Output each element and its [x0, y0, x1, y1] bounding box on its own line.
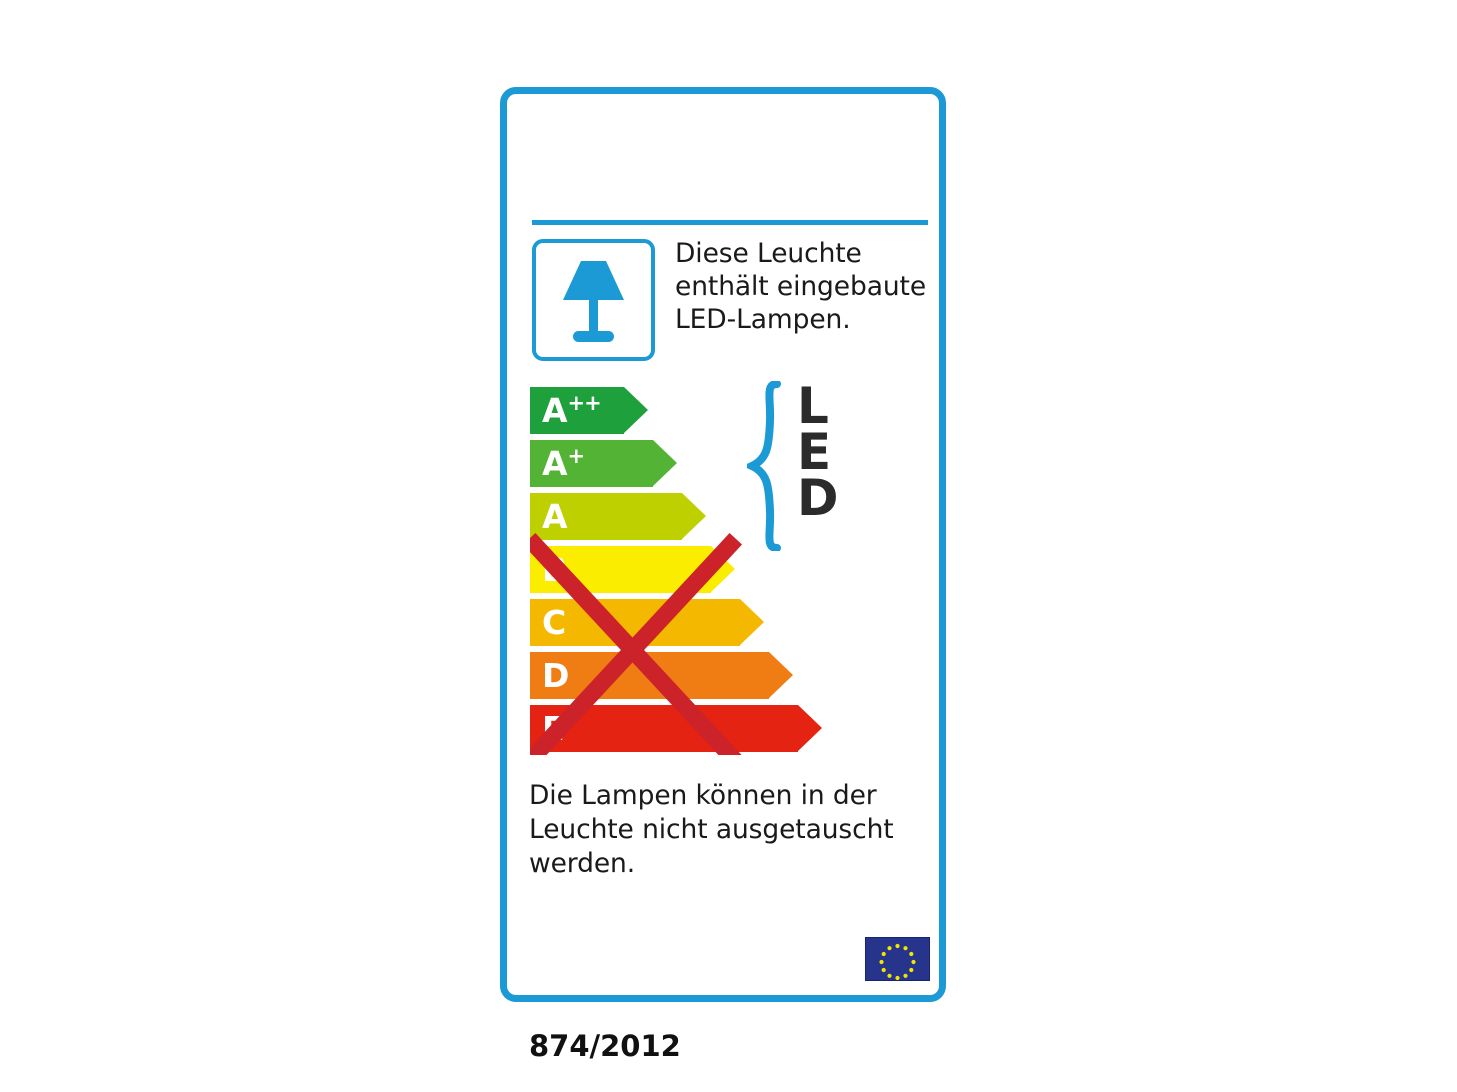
- energy-bar-label: D: [542, 655, 570, 695]
- footer-note-block: Die Lampen können in der Leuchte nicht a…: [529, 779, 929, 881]
- footer-line-1: Die Lampen können in der: [529, 780, 877, 811]
- energy-bar-a-plus: A+: [530, 440, 677, 487]
- energy-bar-d: D: [530, 652, 793, 699]
- energy-bar-label: E: [542, 708, 565, 748]
- header-line-2: enthält eingebaute: [675, 270, 927, 302]
- footer-line-3: werden.: [529, 847, 636, 879]
- energy-bar-e: E: [530, 705, 822, 752]
- header-line-1: Diese Leuchte: [675, 238, 862, 269]
- led-letter-d: D: [797, 469, 839, 527]
- energy-label-panel: Diese Leuchte enthält eingebaute LED-Lam…: [500, 87, 946, 1063]
- led-letter-e: E: [797, 423, 832, 481]
- regulation-number: 874/2012: [529, 1029, 681, 1063]
- energy-bar-label: A: [542, 496, 568, 536]
- led-letters: L E D: [797, 377, 839, 527]
- energy-bar-c: C: [530, 599, 764, 646]
- energy-bar-label: C: [542, 602, 567, 642]
- energy-class-scale: A++ A+ A: [530, 387, 930, 755]
- curly-brace-icon: [747, 381, 781, 551]
- led-marker-group: L E D: [747, 381, 867, 551]
- energy-bar-label: A++: [542, 390, 602, 430]
- energy-bar-label: B: [542, 549, 568, 589]
- lamp-icon-box: [532, 239, 655, 361]
- energy-bar-b: B: [530, 546, 735, 593]
- energy-bar-label: A+: [542, 443, 585, 483]
- energy-bar-a-plus-plus: A++: [530, 387, 648, 434]
- lamp-icon: [536, 243, 651, 357]
- header-line-3: LED-Lampen.: [675, 303, 851, 335]
- header-text-block: Diese Leuchte enthält eingebaute LED-Lam…: [675, 238, 943, 337]
- header-divider-rule: [532, 220, 928, 225]
- led-letter-l: L: [797, 377, 829, 435]
- energy-bar-a: A: [530, 493, 706, 540]
- eu-flag-icon: [865, 937, 930, 981]
- footer-line-2: Leuchte nicht ausgetauscht: [529, 813, 894, 845]
